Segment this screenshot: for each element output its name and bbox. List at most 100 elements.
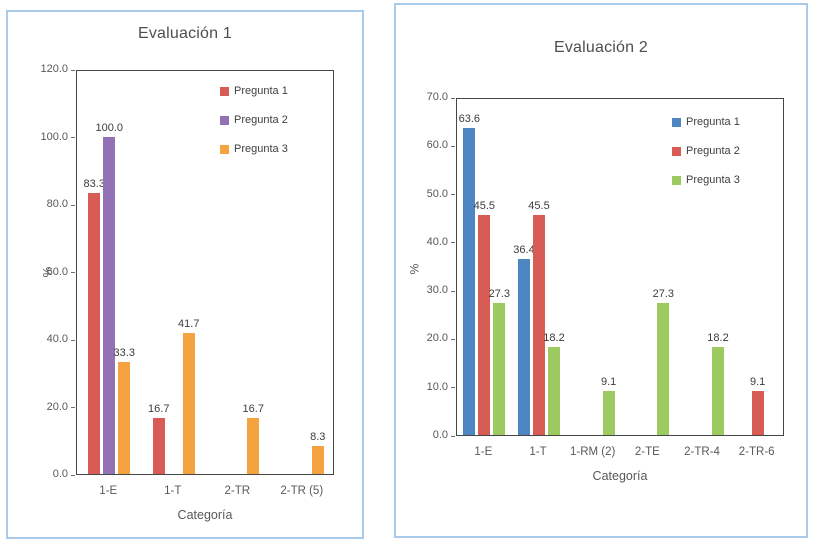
bar-value-label: 100.0 (95, 121, 124, 134)
y-tick-mark (71, 272, 75, 273)
y-tick-mark (71, 474, 75, 476)
bar-pregunta-1-1-t (518, 259, 530, 435)
legend-swatch (672, 146, 681, 156)
y-tick-label: 40.0 (46, 333, 68, 345)
bar-pregunta-1-1-e (88, 192, 101, 474)
bar-pregunta-3-1-t (182, 333, 195, 474)
chart-panel-evaluacion-1: Evaluación 1 % 83.3 16.7 100.0 33.3 41.7 16.7… (6, 10, 364, 539)
y-tick-mark (71, 204, 75, 206)
y-tick-mark (451, 290, 455, 292)
category-label-2-tr: 2-TR (224, 485, 251, 497)
category-label-1-rm-2: 1-RM (2) (569, 446, 616, 458)
y-tick-mark (451, 145, 455, 147)
bar-pregunta-3-1-e (493, 303, 506, 435)
bar-pregunta-1-1-e (463, 127, 476, 435)
bar-pregunta-3-1-e (118, 361, 131, 474)
y-tick-label: 20.0 (426, 332, 448, 345)
y-tick-mark (451, 242, 455, 244)
y-tick-label: 60.0 (426, 139, 448, 152)
chart-title: Evaluación 2 (553, 39, 649, 56)
bar-value-label: 16.7 (148, 402, 170, 415)
x-axis-title: Categoría (177, 508, 233, 522)
y-tick-label: 10.0 (426, 380, 448, 393)
y-tick-mark (71, 137, 75, 138)
bar-value-label: 45.5 (528, 200, 550, 213)
bar-value-label: 41.7 (178, 318, 200, 331)
bar-pregunta-3-2-te (657, 303, 670, 435)
bar-value-label: 9.1 (601, 376, 617, 389)
legend-swatch (220, 115, 229, 125)
legend: Pregunta 1 Pregunta 2 Pregunta 3 (672, 116, 740, 203)
y-tick-mark (451, 194, 455, 196)
bar-pregunta-2-1-e (103, 136, 116, 474)
y-tick-mark (71, 69, 75, 71)
bar-value-label: 18.2 (707, 332, 729, 345)
legend-label: Pregunta 2 (234, 114, 288, 126)
legend-label: Pregunta 3 (686, 174, 740, 186)
bar-pregunta-3-1-rm-2 (602, 391, 615, 435)
category-label-1-t: 1-T (529, 446, 547, 458)
legend-item-pregunta-2: Pregunta 2 (220, 114, 288, 126)
y-tick-label: 70.0 (426, 91, 448, 103)
x-axis-title: Categoría (592, 469, 648, 483)
legend-label: Pregunta 3 (234, 143, 288, 155)
legend-item-pregunta-3: Pregunta 3 (220, 143, 288, 155)
legend-swatch (220, 86, 229, 96)
bar-value-label: 27.3 (488, 288, 511, 301)
bar-value-label: 18.2 (543, 332, 565, 345)
bar-pregunta-2-2-tr-6 (751, 391, 764, 435)
bar-pregunta-1-1-t (152, 417, 165, 474)
legend-swatch (672, 117, 681, 127)
legend-label: Pregunta 2 (686, 145, 740, 157)
bar-pregunta-2-1-t (533, 215, 545, 435)
category-label-2-te: 2-TE (634, 446, 660, 458)
bar-value-label: 27.3 (652, 288, 675, 301)
bar-pregunta-3-2-tr-5 (311, 446, 324, 474)
y-tick-label: 30.0 (426, 284, 448, 297)
bar-pregunta-3-2-tr-4 (712, 347, 724, 435)
bar-pregunta-2-1-e (478, 215, 491, 435)
category-label-1-e: 1-E (99, 485, 118, 497)
category-label-2-tr-5: 2-TR (5) (280, 485, 324, 497)
y-tick-label: 0.0 (432, 429, 448, 441)
y-tick-mark (71, 339, 75, 341)
y-tick-mark (451, 338, 455, 340)
legend-item-pregunta-3: Pregunta 3 (672, 174, 740, 186)
plot-area: 83.3 16.7 100.0 33.3 41.7 16.7 8.3 (76, 70, 334, 475)
bar-value-label: 9.1 (750, 376, 766, 389)
y-tick-label: 120.0 (40, 63, 68, 75)
category-label-2-tr-6: 2-TR-6 (738, 446, 775, 458)
legend: Pregunta 1 Pregunta 2 Pregunta 3 (220, 85, 288, 172)
plot-area: 63.6 36.4 45.5 45.5 9.1 27.3 18.2 9.1 27.3 18.2 (456, 98, 784, 436)
legend-label: Pregunta 1 (686, 116, 740, 128)
chart-title: Evaluación 1 (137, 25, 233, 42)
y-tick-mark (451, 97, 455, 99)
bar-value-label: 36.4 (513, 244, 535, 257)
category-label-1-e: 1-E (474, 446, 493, 458)
bar-value-label: 63.6 (458, 112, 481, 125)
category-label-1-t: 1-T (164, 485, 182, 497)
y-tick-mark (451, 435, 455, 437)
y-tick-mark (451, 387, 455, 389)
bar-value-label: 33.3 (113, 346, 135, 359)
legend-item-pregunta-1: Pregunta 1 (220, 85, 288, 97)
y-tick-label: 40.0 (426, 235, 448, 248)
legend-swatch (220, 144, 229, 154)
bar-pregunta-3-2-tr (247, 417, 260, 474)
category-label-2-tr-4: 2-TR-4 (684, 446, 720, 458)
y-tick-label: 50.0 (426, 187, 448, 200)
bar-pregunta-3-1-t (548, 347, 560, 435)
legend-item-pregunta-1: Pregunta 1 (672, 116, 740, 128)
chart-panel-evaluacion-2: Evaluación 2 % 63.6 36.4 45.5 45.5 9.1 27.3 18… (394, 3, 808, 538)
legend-label: Pregunta 1 (234, 85, 288, 97)
bar-value-label: 45.5 (473, 200, 496, 213)
y-tick-mark (71, 407, 75, 408)
legend-item-pregunta-2: Pregunta 2 (672, 145, 740, 157)
bar-value-label: 8.3 (310, 430, 326, 443)
bar-value-label: 83.3 (83, 177, 105, 190)
bar-value-label: 16.7 (242, 402, 264, 415)
y-tick-label: 60.0 (46, 265, 68, 278)
y-tick-label: 0.0 (52, 468, 68, 480)
legend-swatch (672, 175, 681, 185)
